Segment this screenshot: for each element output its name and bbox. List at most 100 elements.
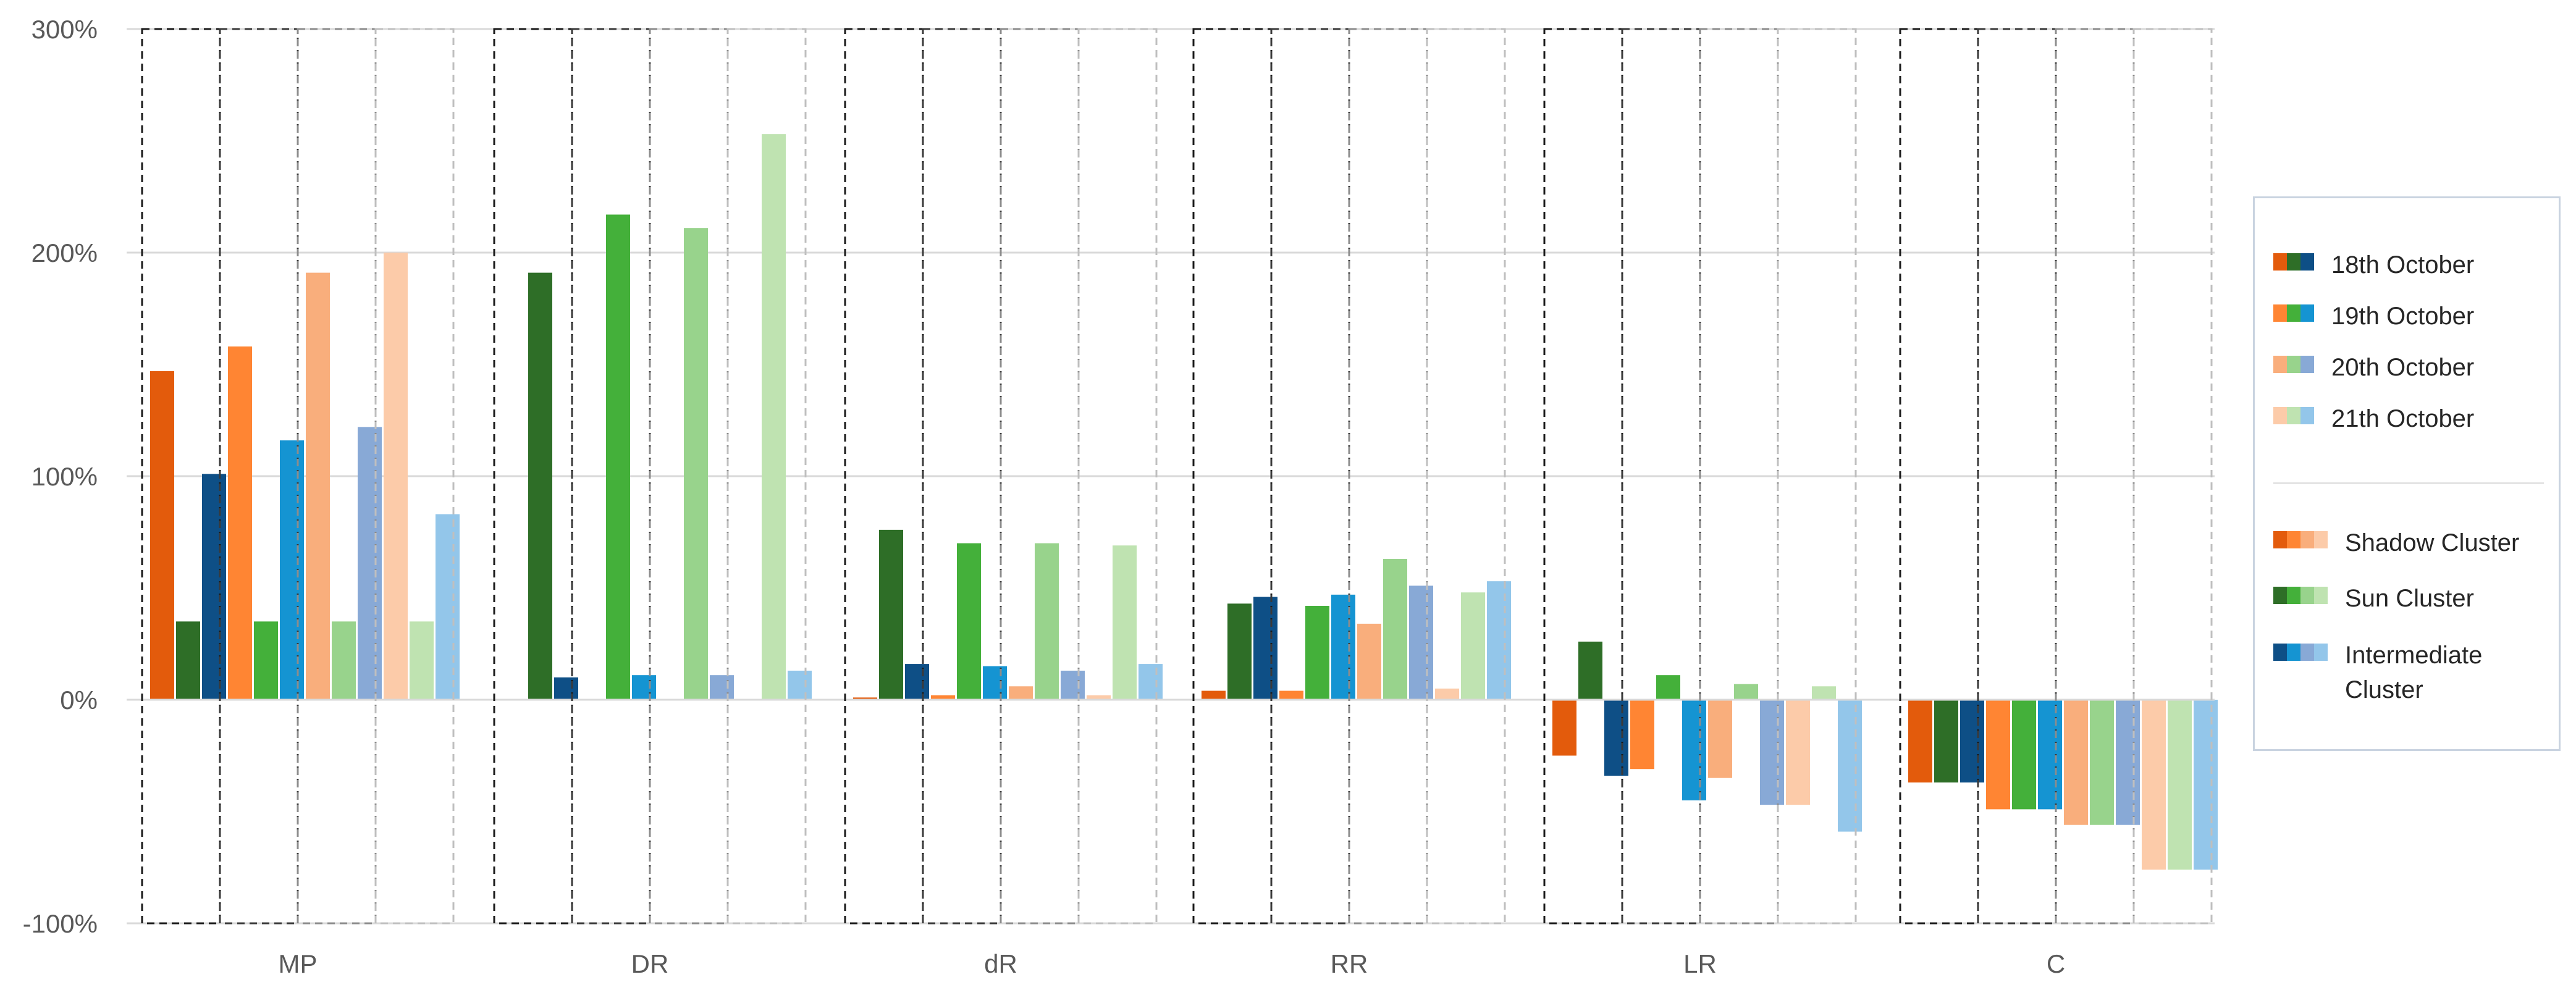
date-group-box [2132, 28, 2213, 925]
bar [1656, 675, 1680, 700]
bar [2168, 700, 2192, 870]
bar [1487, 581, 1511, 700]
x-axis-category-labels: MP DR dR RR LR C [279, 949, 2066, 978]
bar [957, 543, 981, 700]
date-group-box [1777, 28, 1857, 925]
bar [1461, 592, 1485, 700]
legend-label: 21th October [2331, 405, 2475, 432]
bar [2142, 700, 2166, 870]
date-group-box [726, 28, 807, 925]
bar [1760, 700, 1784, 805]
bar [436, 514, 460, 700]
legend-label: 18th October [2331, 251, 2475, 279]
bar [202, 474, 226, 700]
bar [788, 670, 812, 700]
legend-label: Intermediate Cluster [2345, 642, 2483, 703]
x-category-label: DR [631, 949, 669, 978]
date-group-boxes [141, 28, 2213, 925]
date-group-box [374, 28, 455, 925]
bar [1061, 670, 1085, 700]
bar [254, 621, 278, 700]
bar [280, 440, 304, 700]
bar [1682, 700, 1706, 800]
bar [1409, 585, 1433, 700]
bar [1113, 545, 1137, 700]
swatch [2300, 587, 2314, 604]
bar [384, 253, 408, 700]
swatch [2273, 587, 2287, 604]
bar [905, 664, 929, 700]
legend-swatch [2273, 356, 2314, 373]
legend-swatch [2273, 531, 2328, 548]
legend-swatch [2273, 644, 2328, 661]
bar [228, 346, 252, 700]
x-category-label: dR [984, 949, 1017, 978]
bar [1908, 700, 1932, 782]
bar [2012, 700, 2036, 810]
bar [1630, 700, 1654, 770]
bar [1035, 543, 1059, 700]
bar [632, 675, 656, 700]
legend-divider [2273, 482, 2544, 484]
bar [1578, 641, 1602, 700]
legend-item-21th-october: 21th October [2273, 401, 2474, 436]
bar [1986, 700, 2010, 810]
bar [2194, 700, 2218, 870]
swatch [2300, 407, 2314, 424]
y-tick-label: 0% [60, 686, 98, 715]
swatch [2300, 253, 2314, 271]
bar [983, 666, 1007, 700]
swatch [2314, 531, 2328, 548]
bar [762, 134, 786, 700]
bar [1087, 695, 1111, 700]
x-category-label: RR [1331, 949, 1368, 978]
swatch [2300, 304, 2314, 322]
swatch [2314, 644, 2328, 661]
bar [528, 272, 552, 700]
bar [1331, 594, 1355, 700]
x-category-label: C [2047, 949, 2065, 978]
swatch [2287, 356, 2300, 373]
bar [931, 695, 955, 700]
swatch [2287, 644, 2300, 661]
swatch [2287, 407, 2300, 424]
swatch [2273, 356, 2287, 373]
bars [150, 134, 2218, 870]
x-category-label: LR [1683, 949, 1717, 978]
date-group-box [1077, 28, 1158, 925]
bar [2064, 700, 2088, 825]
bar [1708, 700, 1732, 778]
swatch [2273, 531, 2287, 548]
swatch [2287, 531, 2300, 548]
bar [1383, 558, 1407, 700]
bar [1960, 700, 1984, 782]
swatch [2273, 407, 2287, 424]
bar [1604, 700, 1628, 776]
legend-item-intermediate-cluster: Intermediate Cluster [2273, 638, 2524, 707]
y-tick-label: 300% [32, 15, 98, 44]
gridlines [127, 28, 2215, 925]
bar [1202, 690, 1226, 700]
bar [1357, 623, 1381, 700]
legend-label: 20th October [2331, 354, 2475, 381]
swatch [2287, 587, 2300, 604]
swatch [2300, 531, 2314, 548]
x-category-label: MP [279, 949, 318, 978]
bar [1838, 700, 1862, 832]
bar [554, 677, 578, 700]
bar [306, 272, 330, 700]
bar [1934, 700, 1958, 782]
swatch [2300, 356, 2314, 373]
y-axis-tick-labels: 300% 200% 100% 0% -100% [23, 15, 98, 938]
bar [2116, 700, 2140, 825]
swatch [2300, 644, 2314, 661]
bar [1139, 664, 1163, 700]
bar [853, 697, 877, 700]
legend-swatch [2273, 253, 2314, 271]
bar [1786, 700, 1810, 805]
bar [1253, 597, 1277, 700]
bar [1305, 605, 1329, 700]
legend-item-sun-cluster: Sun Cluster [2273, 581, 2474, 616]
date-group-box [1426, 28, 1506, 925]
